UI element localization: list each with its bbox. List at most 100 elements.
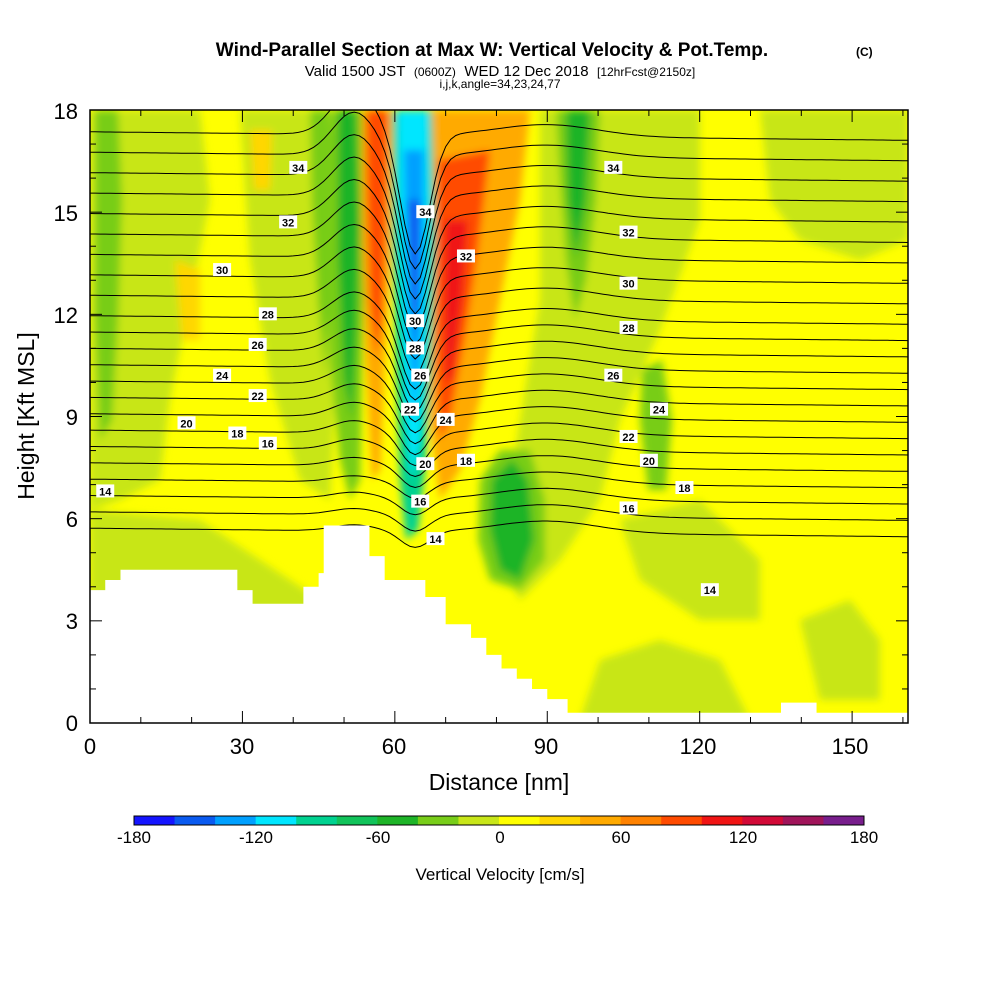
x-tick-30: 30 [230,734,254,759]
theta-contour [90,487,908,516]
contour-label-bg [416,457,435,471]
colorbar-label: Vertical Velocity [cm/s] [415,865,584,884]
contour-label: 16 [411,494,430,509]
contour-label-text: 22 [404,405,416,417]
colorbar-tick: 60 [612,828,631,847]
contour-label: 34 [604,160,623,175]
contour-label-text: 22 [622,432,634,444]
velocity-region-right-core [566,110,590,260]
contour-label-text: 32 [282,217,294,229]
contour-label-text: 30 [409,316,421,328]
chart-title-suffix: (C) [856,45,873,59]
contour-label: 28 [619,320,638,335]
contour-label-text: 14 [99,486,112,498]
colorbar-swatch [336,816,378,825]
contour-label-text: 30 [622,279,634,291]
colorbar [133,815,865,826]
contour-label-text: 30 [216,265,228,277]
x-tick-90: 90 [534,734,558,759]
theta-contour [90,520,908,548]
contour-label: 26 [248,337,267,352]
contour-label: 28 [406,341,425,355]
y-tick-6: 6 [66,507,78,532]
colorbar-swatch [174,816,216,825]
contour-label: 16 [258,436,277,451]
contour-label-bg [619,320,638,334]
colorbar-tick: 120 [729,828,757,847]
colorbar-swatch [539,816,581,825]
x-tick-0: 0 [84,734,96,759]
contour-label: 24 [650,402,669,417]
y-tick-3: 3 [66,609,78,634]
theta-contour [90,471,908,499]
theta-contour [90,134,908,285]
colorbar-swatch [742,816,784,825]
contour-label-bg [248,337,267,351]
contour-label-text: 20 [643,456,655,468]
theta-contour [90,383,908,445]
colorbar-tick: -180 [117,828,151,847]
contour-label: 14 [96,484,115,498]
colorbar-swatch [499,816,541,825]
contour-label-bg [639,453,658,467]
contour-label-bg [96,484,115,498]
colorbar-swatch [620,816,662,825]
contour-label: 32 [619,225,638,240]
theta-contours [90,110,908,548]
contour-label-bg [228,426,247,440]
contour-label-bg [401,402,420,416]
contour-label: 22 [619,429,638,444]
contour-label: 32 [456,249,475,263]
contour-label-text: 18 [678,483,690,495]
contour-label: 26 [604,368,623,383]
contour-label-bg [177,416,196,430]
theta-contour [90,110,908,255]
contour-label-bg [416,205,435,219]
theta-contour [90,111,908,270]
colorbar-swatch [701,816,743,825]
colorbar-swatch [296,816,338,825]
contour-label-text: 28 [409,343,421,355]
theta-contour [90,291,908,390]
colorbar-tick: -120 [239,828,273,847]
contour-label-bg [406,341,425,355]
colorbar-swatch [377,816,419,825]
chart-subtitle-valid: Valid 1500 JST (0600Z) WED 12 Dec 2018 [… [305,63,695,80]
contour-label-text: 22 [252,391,264,403]
contour-label-bg [436,412,455,426]
contour-label: 18 [228,426,247,441]
y-tick-12: 12 [54,303,78,328]
contour-label-bg [650,402,669,416]
contour-label-bg [258,436,277,450]
contour-label-text: 28 [622,323,634,335]
contour-label-bg [289,160,308,174]
valid-date: WED 12 Dec 2018 [464,63,588,80]
theta-contour [90,328,908,412]
contour-label-text: 20 [180,418,192,430]
theta-contour [90,201,908,330]
contour-label-text: 26 [607,371,619,383]
contour-label: 20 [177,416,196,430]
contour-label-bg [619,501,638,515]
x-tick-60: 60 [382,734,406,759]
theta-contour [90,246,908,360]
theta-contour [90,401,908,456]
contour-label: 30 [619,276,638,291]
contour-label: 34 [416,205,435,219]
contour-label: 22 [401,402,420,417]
contour-label-bg [279,215,298,229]
y-tick-9: 9 [66,405,78,430]
contour-label-text: 28 [262,309,274,321]
theta-contour [90,438,908,478]
velocity-region-right-band [760,110,908,260]
contour-label-text: 14 [429,534,442,546]
velocity-region-updraft-left-core [366,110,388,360]
velocity-region-right-green [500,110,700,600]
theta-contour [90,223,908,345]
contour-label-bg [258,307,277,321]
contour-label-bg [619,276,638,290]
contour-label-text: 26 [252,340,264,352]
colorbar-swatch [661,816,703,825]
terrain-mask [90,525,908,723]
contour-label-text: 16 [414,497,426,509]
